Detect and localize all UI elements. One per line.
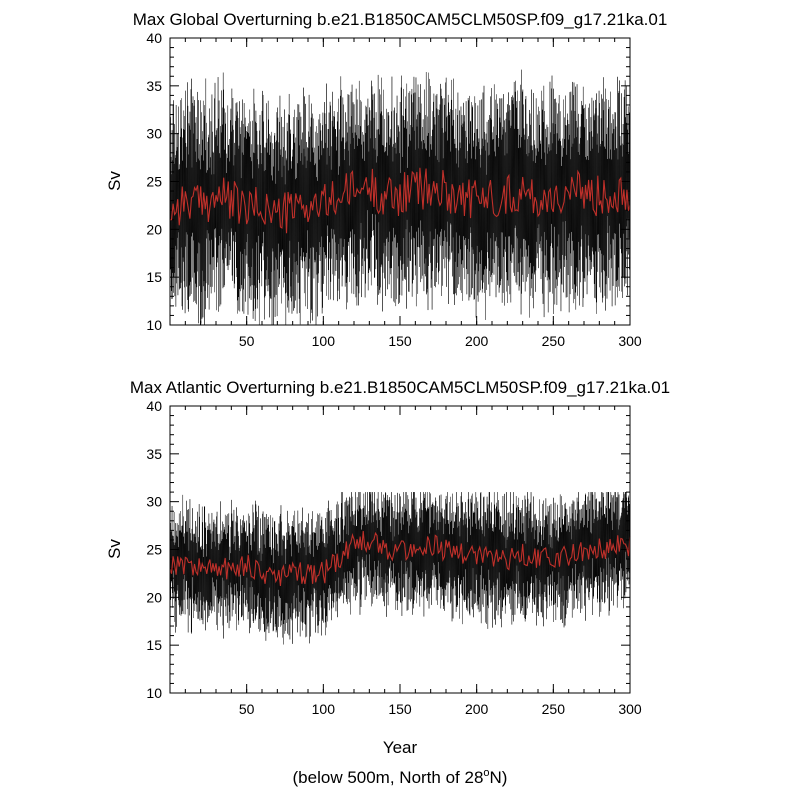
x-tick-label: 300 bbox=[618, 701, 642, 717]
global-chart-title: Max Global Overturning b.e21.B1850CAM5CL… bbox=[133, 10, 668, 29]
atlantic-overturning-panel: Max Atlantic Overturning b.e21.B1850CAM5… bbox=[105, 378, 670, 757]
x-tick-label: 50 bbox=[239, 701, 255, 717]
atlantic-axis-ticks: 50 100 150 200 250 300 10 15 20 25 30 35 40 bbox=[146, 398, 641, 717]
raw-series-line bbox=[169, 492, 631, 645]
global-plot-frame bbox=[169, 37, 631, 326]
x-tick-label: 200 bbox=[465, 701, 489, 717]
global-annual-mean-series bbox=[169, 167, 631, 234]
y-tick-label: 35 bbox=[146, 446, 162, 462]
footnote-prefix: (below 500m, North of 28 bbox=[293, 768, 484, 787]
figure-footnote: (below 500m, North of 28oN) bbox=[293, 767, 508, 787]
atlantic-plot-frame bbox=[169, 405, 631, 694]
y-tick-label: 40 bbox=[146, 398, 162, 414]
x-axis-label: Year bbox=[383, 738, 418, 757]
y-tick-label: 40 bbox=[146, 30, 162, 46]
atlantic-chart-title: Max Atlantic Overturning b.e21.B1850CAM5… bbox=[130, 378, 670, 397]
x-tick-label: 100 bbox=[312, 701, 336, 717]
footnote-degree: o bbox=[483, 767, 489, 779]
x-tick-label: 250 bbox=[542, 333, 566, 349]
y-tick-label: 15 bbox=[146, 637, 162, 653]
x-tick-label: 50 bbox=[239, 333, 255, 349]
y-tick-label: 20 bbox=[146, 589, 162, 605]
x-tick-label: 150 bbox=[388, 333, 412, 349]
atlantic-raw-series bbox=[169, 492, 631, 645]
x-tick-label: 150 bbox=[388, 701, 412, 717]
x-tick-label: 200 bbox=[465, 333, 489, 349]
x-tick-label: 250 bbox=[542, 701, 566, 717]
atlantic-annual-mean-series bbox=[169, 530, 631, 586]
annual-mean-line bbox=[169, 530, 631, 586]
footnote-suffix: N) bbox=[490, 768, 508, 787]
global-raw-series bbox=[169, 69, 631, 326]
y-tick-label: 30 bbox=[146, 494, 162, 510]
y-tick-label: 15 bbox=[146, 269, 162, 285]
global-y-axis-label: Sv bbox=[105, 171, 124, 191]
y-tick-label: 20 bbox=[146, 221, 162, 237]
annual-mean-line bbox=[169, 167, 631, 234]
x-tick-label: 100 bbox=[312, 333, 336, 349]
y-tick-label: 35 bbox=[146, 78, 162, 94]
global-overturning-panel: Max Global Overturning b.e21.B1850CAM5CL… bbox=[105, 10, 667, 349]
atlantic-y-axis-label: Sv bbox=[105, 539, 124, 559]
global-axis-ticks: 50 100 150 200 250 300 10 15 20 25 30 35 40 bbox=[146, 30, 641, 349]
y-tick-label: 25 bbox=[146, 542, 162, 558]
y-tick-label: 10 bbox=[146, 317, 162, 333]
y-tick-label: 10 bbox=[146, 685, 162, 701]
raw-series-line bbox=[169, 69, 631, 326]
y-tick-label: 30 bbox=[146, 126, 162, 142]
y-tick-label: 25 bbox=[146, 174, 162, 190]
x-tick-label: 300 bbox=[618, 333, 642, 349]
